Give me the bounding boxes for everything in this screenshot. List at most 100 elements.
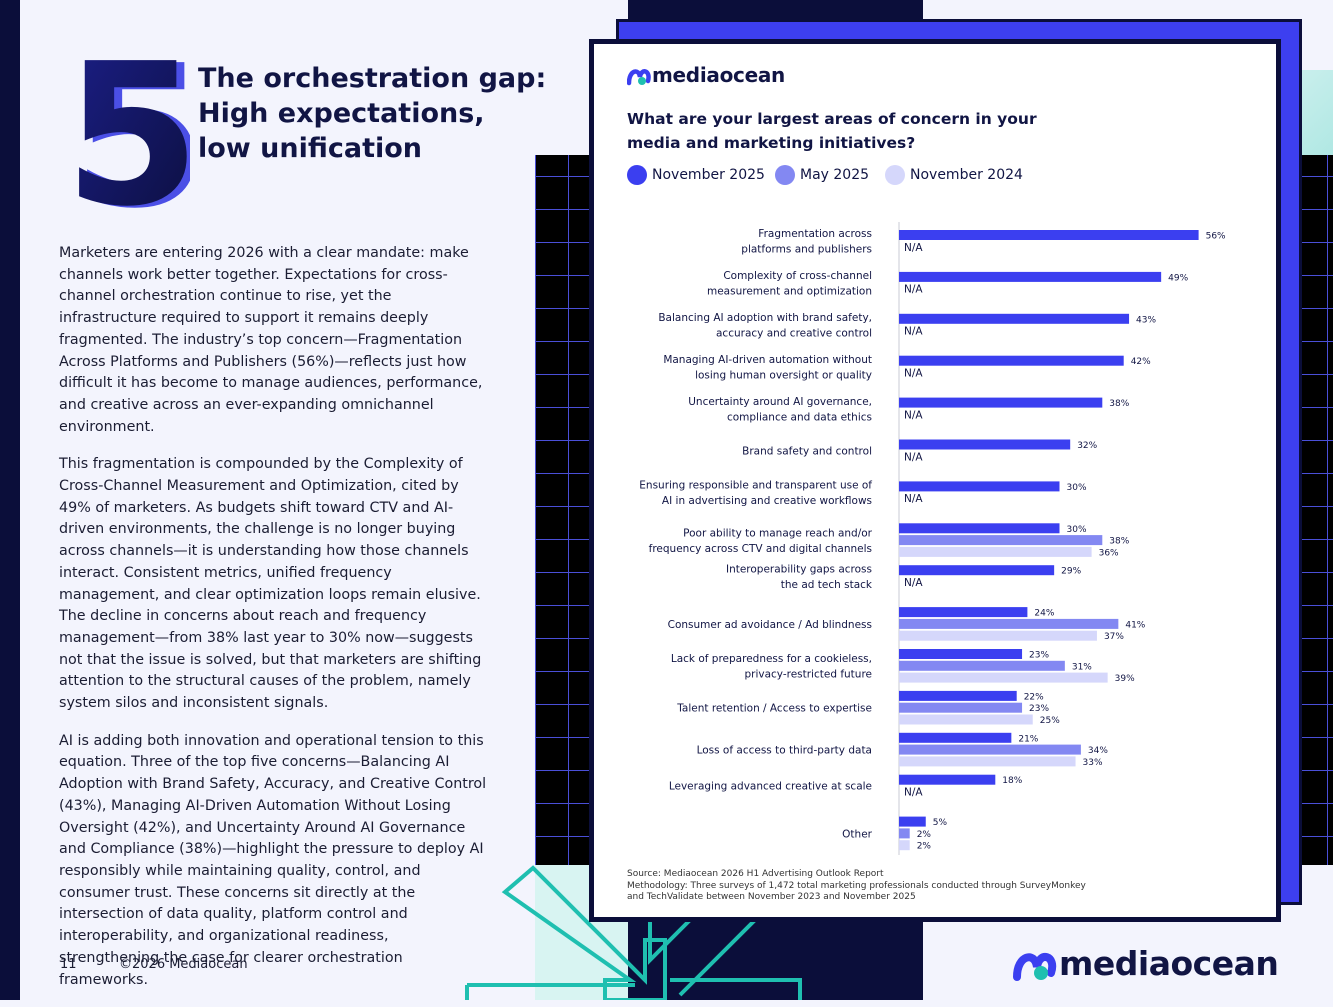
data-label: 33% — [1083, 758, 1103, 768]
category-label: Leveraging advanced creative at scale — [669, 781, 872, 793]
data-label: 24% — [1034, 609, 1054, 619]
missing-value-label: N/A — [904, 493, 923, 505]
data-label: 49% — [1168, 273, 1188, 283]
category-label: Fragmentation across — [758, 228, 872, 240]
bar-nov2024 — [899, 630, 1097, 641]
bar-nov2025 — [899, 774, 996, 785]
legend-swatch — [775, 165, 795, 185]
bar-nov2025 — [899, 607, 1028, 618]
category-label: frequency across CTV and digital channel… — [649, 543, 872, 555]
category-label: Uncertainty around AI governance, — [688, 396, 872, 408]
missing-value-label: N/A — [904, 326, 923, 338]
category-label: Poor ability to manage reach and/or — [683, 527, 873, 539]
data-label: 30% — [1067, 525, 1087, 535]
bar-may2025 — [899, 828, 910, 839]
data-label: 2% — [917, 842, 932, 852]
left-navy-strip — [0, 0, 20, 1000]
chart-source-note: Source: Mediaocean 2026 H1 Advertising O… — [627, 869, 1147, 904]
missing-value-label: N/A — [904, 451, 923, 463]
bar-nov2025 — [899, 565, 1055, 576]
data-label: 21% — [1018, 734, 1038, 744]
legend-item-nov2024: November 2024 — [885, 163, 1023, 187]
bar-nov2025 — [899, 230, 1199, 240]
data-label: 23% — [1029, 651, 1049, 661]
bar-may2025 — [899, 744, 1081, 755]
title-line: High expectations, — [198, 98, 485, 129]
bar-nov2025 — [899, 397, 1103, 408]
chart-title: What are your largest areas of concern i… — [627, 110, 1037, 152]
legend-label: May 2025 — [800, 167, 870, 183]
data-label: 23% — [1029, 704, 1049, 714]
category-label: Ensuring responsible and transparent use… — [639, 480, 872, 492]
category-label: losing human oversight or quality — [695, 369, 872, 381]
data-label: 5% — [933, 818, 948, 828]
section-number: 5 5 — [64, 55, 190, 215]
bar-nov2024 — [899, 756, 1076, 767]
source-line: Source: Mediaocean 2026 H1 Advertising O… — [627, 869, 884, 879]
paragraph: AI is adding both innovation and operati… — [59, 732, 487, 988]
data-label: 22% — [1024, 692, 1044, 702]
category-label: Interoperability gaps across — [726, 563, 872, 575]
mediaocean-logo-icon — [1013, 953, 1057, 981]
bar-nov2025 — [899, 481, 1060, 492]
missing-value-label: N/A — [904, 577, 923, 589]
missing-value-label: N/A — [904, 409, 923, 421]
category-label: compliance and data ethics — [727, 411, 872, 423]
data-label: 41% — [1125, 620, 1145, 630]
bar-nov2025 — [899, 523, 1060, 534]
bar-nov2025 — [899, 439, 1071, 450]
missing-value-label: N/A — [904, 787, 923, 799]
title-line: low unification — [198, 133, 423, 164]
methodology-line: and TechValidate between November 2023 a… — [627, 892, 916, 902]
category-label: Other — [842, 828, 872, 840]
category-label: AI in advertising and creative workflows — [662, 495, 872, 507]
legend-item-may2025: May 2025 — [775, 163, 869, 187]
mediaocean-logo-icon — [627, 69, 651, 86]
category-label: Talent retention / Access to expertise — [676, 703, 872, 715]
teal-arrows-decoration — [465, 865, 802, 1000]
data-label: 43% — [1136, 315, 1156, 325]
bar-nov2025 — [899, 690, 1017, 701]
bar-nov2025 — [899, 816, 926, 827]
data-label: 37% — [1104, 632, 1124, 642]
data-label: 2% — [917, 830, 932, 840]
category-label: privacy-restricted future — [744, 669, 872, 681]
data-label: 18% — [1002, 776, 1022, 786]
data-label: 42% — [1131, 357, 1151, 367]
footer-copyright: ©2026 Mediaocean — [119, 957, 248, 972]
legend-item-nov2025: November 2025 — [627, 163, 765, 187]
data-label: 34% — [1088, 746, 1108, 756]
legend-label: November 2024 — [910, 167, 1023, 183]
category-label: Managing AI-driven automation without — [663, 354, 872, 366]
bar-may2025 — [899, 618, 1119, 629]
data-label: 38% — [1109, 537, 1129, 547]
svg-text:5: 5 — [72, 55, 190, 215]
category-label: the ad tech stack — [781, 579, 873, 591]
brand-wordmark: mediaocean — [1059, 944, 1279, 983]
bar-may2025 — [899, 702, 1023, 713]
category-label: measurement and optimization — [707, 286, 872, 298]
title-line: The orchestration gap: — [198, 63, 547, 94]
missing-value-label: N/A — [904, 368, 923, 380]
data-label: 32% — [1077, 441, 1097, 451]
legend-swatch — [627, 165, 647, 185]
bar-nov2025 — [899, 732, 1012, 743]
category-label: platforms and publishers — [741, 244, 872, 256]
bar-nov2025 — [899, 355, 1124, 366]
category-label: Lack of preparedness for a cookieless, — [671, 653, 872, 665]
missing-value-label: N/A — [904, 242, 923, 254]
category-label: Loss of access to third-party data — [697, 745, 872, 757]
data-label: 31% — [1072, 662, 1092, 672]
footer-page-number: 11 — [60, 957, 77, 972]
data-label: 36% — [1099, 548, 1119, 558]
data-label: 39% — [1115, 674, 1135, 684]
data-label: 29% — [1061, 567, 1081, 577]
data-label: 38% — [1109, 399, 1129, 409]
page-title: The orchestration gap: High expectations… — [198, 61, 578, 166]
bar-nov2025 — [899, 271, 1162, 282]
category-label: Consumer ad avoidance / Ad blindness — [668, 619, 872, 631]
category-label: Balancing AI adoption with brand safety, — [658, 312, 872, 324]
bar-chart: Fragmentation across platforms and publis… — [639, 222, 1226, 855]
bar-nov2024 — [899, 546, 1092, 557]
category-label: Complexity of cross-channel — [723, 270, 872, 282]
